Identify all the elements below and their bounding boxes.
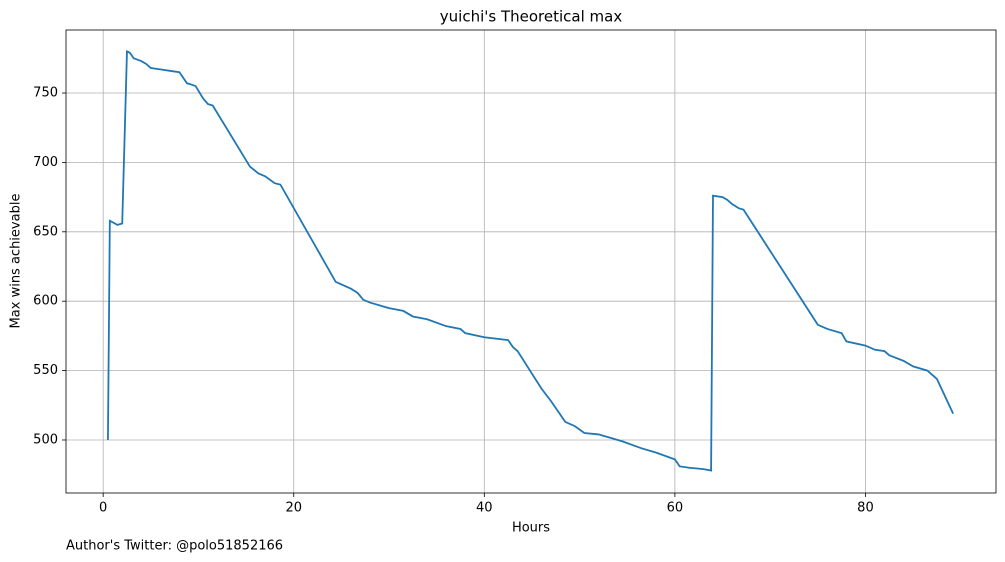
y-tick-label: 600 [33, 294, 58, 309]
chart-title: yuichi's Theoretical max [440, 8, 623, 26]
plot-frame [65, 29, 997, 494]
x-tick-label: 60 [667, 501, 684, 516]
y-tick-label: 550 [33, 363, 58, 378]
y-tick-label: 750 [33, 86, 58, 101]
x-tick-label: 0 [99, 501, 107, 516]
y-tick-label: 650 [33, 224, 58, 239]
y-axis-label: Max wins achievable [9, 194, 24, 329]
x-tick-label: 80 [857, 501, 874, 516]
y-tick-label: 500 [33, 432, 58, 447]
footer: Author's Twitter: @polo51852166 [66, 539, 283, 554]
y-tick-label: 700 [33, 155, 58, 170]
x-tick-label: 40 [476, 501, 493, 516]
x-tick-label: 20 [285, 501, 302, 516]
x-axis-label: Hours [512, 521, 550, 536]
data-line [107, 49, 954, 472]
